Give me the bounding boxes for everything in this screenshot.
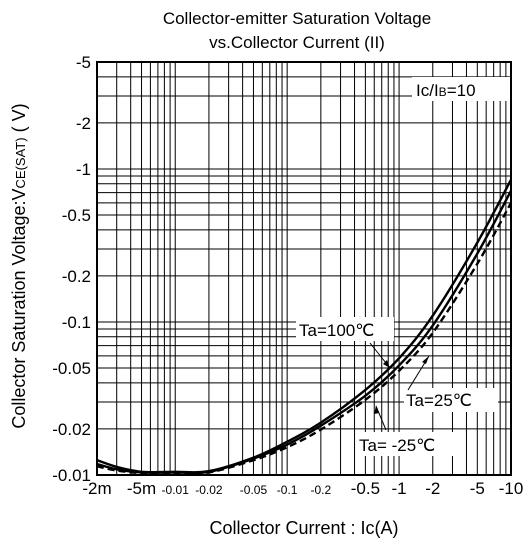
x-tick-label: -0.2	[311, 483, 332, 497]
y-tick-label: -2	[76, 114, 91, 133]
annotation-ta-25-arrowhead	[374, 406, 379, 414]
y-tick-labels: -5 -2 -1 -0.5 -0.2 -0.1 -0.05 -0.02 -0.01	[52, 53, 91, 485]
x-tick-label: -0.01	[162, 483, 190, 497]
annotation-ta100-box	[296, 317, 394, 341]
annotation-ta25: Ta=25℃	[404, 355, 498, 412]
grid-lines	[96, 61, 512, 476]
y-tick-label: -0.05	[52, 359, 91, 378]
y-tick-label: -0.5	[62, 206, 91, 225]
y-tick-label: -5	[76, 53, 91, 72]
x-tick-label: -0.5	[351, 479, 380, 498]
y-axis-label: Collector Saturation Voltage:VCE(SAT) ( …	[9, 103, 29, 428]
annotation-ta-25-box	[356, 432, 458, 456]
annotation-ta-25-label: Ta= -25℃	[359, 436, 435, 455]
chart-title: Collector-emitter Saturation Voltage	[163, 9, 431, 28]
condition-box	[412, 77, 510, 101]
y-tick-label: -0.02	[52, 420, 91, 439]
annotation-ta100: Ta=100℃	[296, 317, 394, 369]
condition-label-sub: B	[439, 85, 447, 99]
condition-label: Ic/IB=10	[416, 81, 476, 100]
y-axis-label-main: Collector Saturation Voltage:V	[9, 188, 29, 428]
x-tick-labels: -2m -5m -0.01 -0.02 -0.05 -0.1 -0.2 -0.5 -1 -2 -5-…	[82, 479, 523, 498]
y-axis-label-unit: ( V)	[9, 103, 29, 137]
x-tick-label: -0.05	[240, 483, 268, 497]
y-tick-label: -0.01	[52, 466, 91, 485]
x-tick-label: -0.1	[277, 483, 298, 497]
series-group	[96, 179, 513, 475]
x-tick-label: -2	[425, 479, 440, 498]
annotation-ta25-arrowhead	[422, 356, 429, 364]
series-line-2	[96, 202, 513, 475]
x-tick-label: -0.02	[195, 483, 223, 497]
x-tick-label: -5	[470, 479, 485, 498]
annotation-ta100-label: Ta=100℃	[299, 321, 374, 340]
x-tick-label: -10	[499, 479, 524, 498]
annotation-ta-25: Ta= -25℃	[356, 405, 458, 456]
y-tick-label: -0.1	[62, 313, 91, 332]
annotation-ta25-label: Ta=25℃	[406, 391, 472, 410]
annotation-ta25-box	[404, 388, 498, 412]
x-tick-label: -5m	[127, 479, 156, 498]
y-axis-label-sub: CE(SAT)	[13, 137, 28, 188]
y-tick-label: -0.2	[62, 267, 91, 286]
condition-label-main: Ic/I	[416, 81, 439, 100]
annotation-ta100-arrowhead	[383, 360, 390, 368]
x-axis-label: Collector Current : Ic(A)	[209, 518, 398, 538]
x-tick-label: -1	[392, 479, 407, 498]
condition-label-value: =10	[447, 81, 476, 100]
chart-subtitle: vs.Collector Current (II)	[209, 33, 385, 52]
plot-frame	[96, 61, 512, 476]
x-tick-label: -2m	[82, 479, 111, 498]
y-tick-label: -1	[76, 160, 91, 179]
